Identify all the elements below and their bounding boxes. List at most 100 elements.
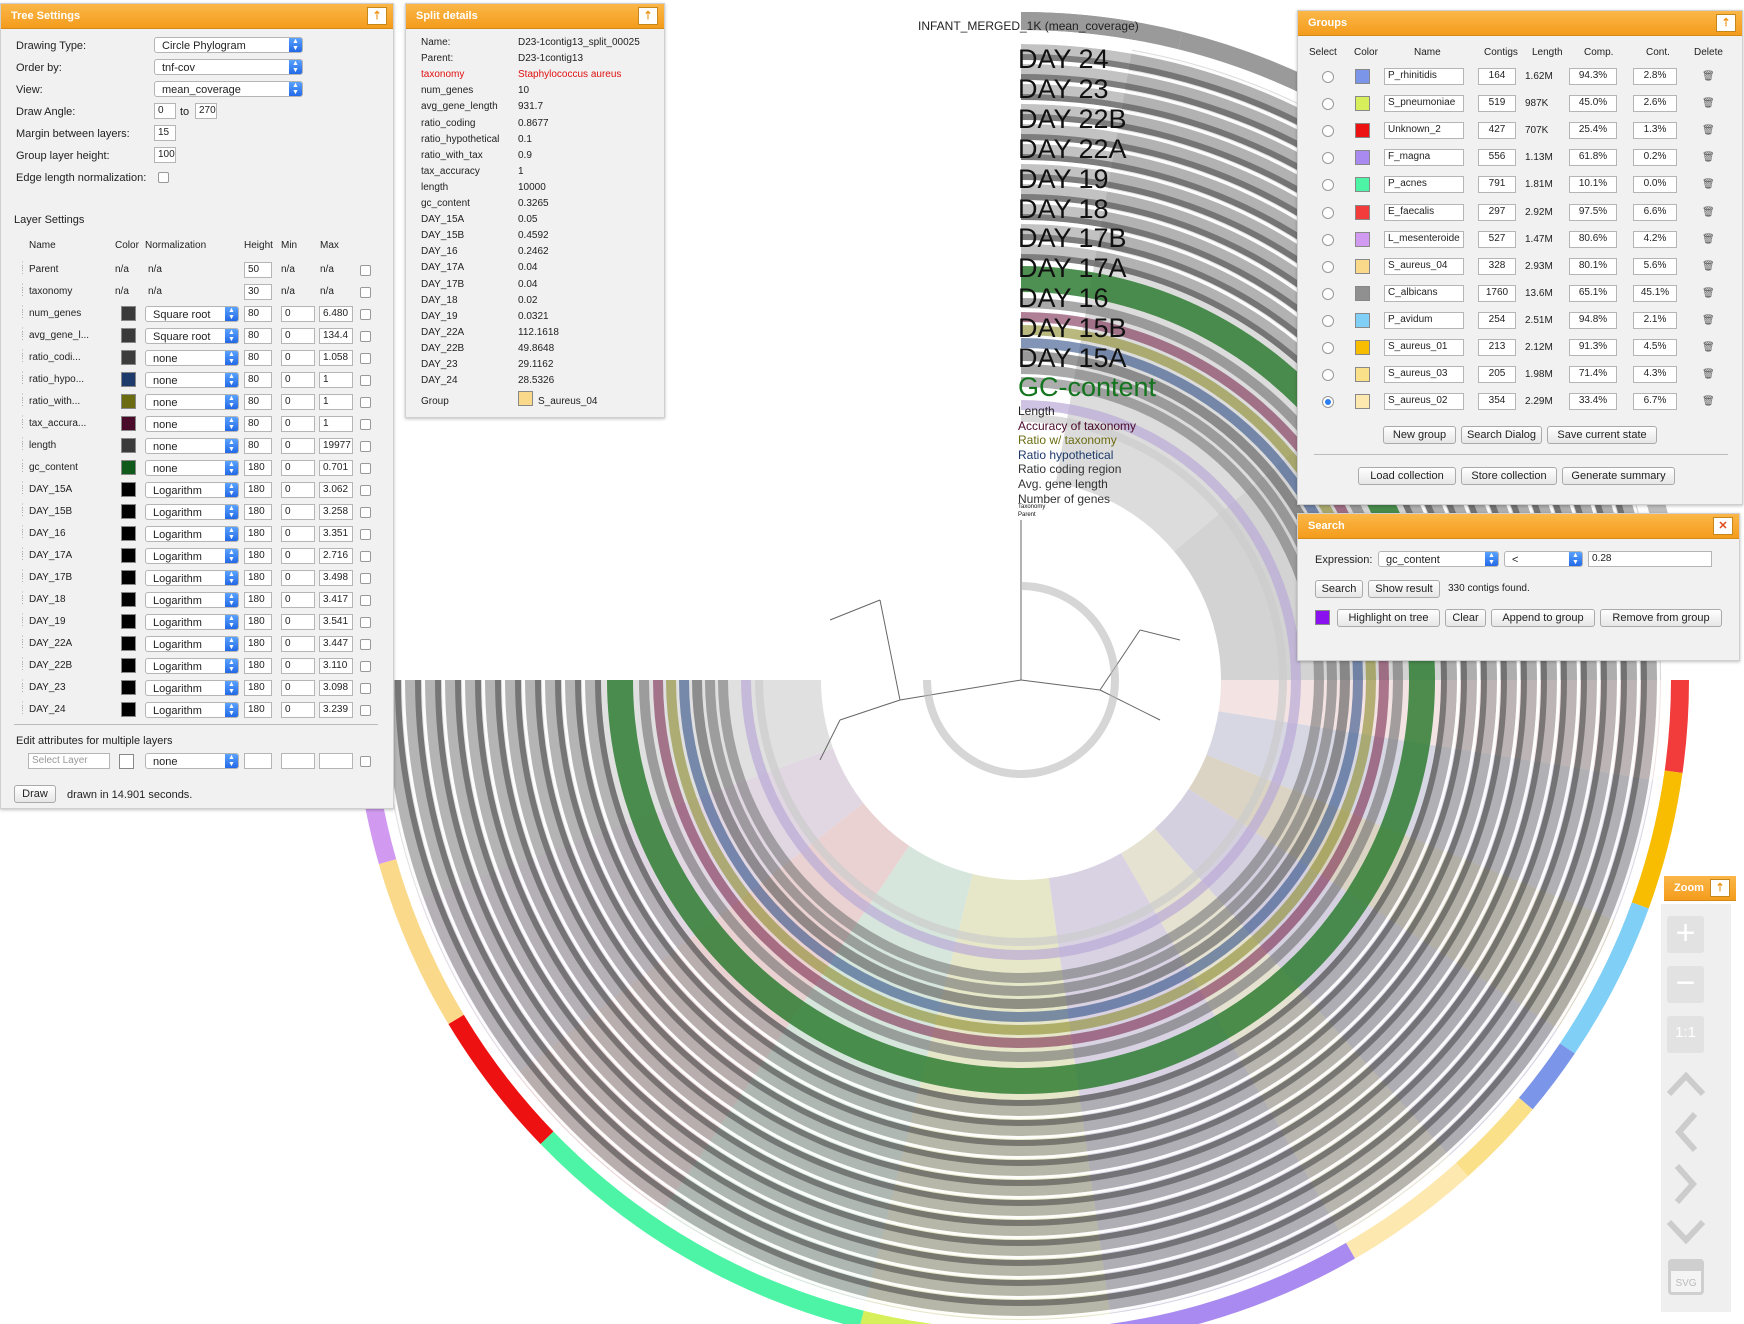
layer-norm-select[interactable]: Logarithm ▲ ▼ xyxy=(145,592,239,608)
layer-checkbox[interactable] xyxy=(360,683,371,694)
layer-checkbox[interactable] xyxy=(360,265,371,276)
trash-icon[interactable]: 🗑 xyxy=(1702,233,1715,245)
drag-handle-icon[interactable]: ⋮ ⋮ xyxy=(18,326,27,341)
split-details-header[interactable]: Split details ⇡ xyxy=(406,4,664,29)
store-collection-button[interactable]: Store collection xyxy=(1461,467,1557,485)
group-name-input[interactable]: P_avidum xyxy=(1384,311,1464,329)
layer-min-input[interactable]: 0 xyxy=(281,570,315,586)
tree-settings-header[interactable]: Tree Settings ⇡ xyxy=(1,4,393,29)
group-color-swatch[interactable] xyxy=(1355,177,1370,193)
layer-checkbox[interactable] xyxy=(360,353,371,364)
trash-icon[interactable]: 🗑 xyxy=(1702,98,1715,110)
collapse-icon[interactable]: ⇡ xyxy=(367,7,387,25)
layer-norm-select[interactable]: none ▲ ▼ xyxy=(145,372,239,388)
layer-max-input[interactable]: 3.447 xyxy=(319,636,353,652)
drag-handle-icon[interactable]: ⋮ ⋮ xyxy=(18,414,27,429)
group-height-input[interactable]: 100 xyxy=(154,147,176,163)
multi-min-input[interactable] xyxy=(281,753,315,769)
trash-icon[interactable]: 🗑 xyxy=(1702,179,1715,191)
layer-max-input[interactable]: 134.4 xyxy=(319,328,353,344)
group-select-radio[interactable] xyxy=(1322,396,1334,409)
layer-height-input[interactable]: 80 xyxy=(244,394,272,410)
zoom-in-icon[interactable]: + xyxy=(1667,916,1704,953)
layer-checkbox[interactable] xyxy=(360,661,371,672)
search-header[interactable]: Search ✕ xyxy=(1298,514,1739,539)
group-select-radio[interactable] xyxy=(1322,314,1334,327)
layer-color-swatch[interactable] xyxy=(121,350,136,365)
layer-checkbox[interactable] xyxy=(360,375,371,386)
group-select-radio[interactable] xyxy=(1322,287,1334,300)
layer-max-input[interactable]: 6.480 xyxy=(319,306,353,322)
margin-input[interactable]: 15 xyxy=(154,125,176,141)
layer-height-input[interactable]: 180 xyxy=(244,680,272,696)
layer-color-swatch[interactable] xyxy=(121,504,136,519)
layer-norm-select[interactable]: none ▲ ▼ xyxy=(145,438,239,454)
layer-min-input[interactable]: 0 xyxy=(281,416,315,432)
layer-min-input[interactable]: 0 xyxy=(281,328,315,344)
layer-height-input[interactable]: 180 xyxy=(244,702,272,718)
search-dialog-button[interactable]: Search Dialog xyxy=(1461,426,1542,444)
layer-norm-select[interactable]: Logarithm ▲ ▼ xyxy=(145,702,239,718)
trash-icon[interactable]: 🗑 xyxy=(1702,71,1715,82)
group-select-radio[interactable] xyxy=(1322,98,1334,111)
new-group-button[interactable]: New group xyxy=(1383,426,1456,444)
layer-norm-select[interactable]: Logarithm ▲ ▼ xyxy=(145,504,239,520)
layer-max-input[interactable]: 2.716 xyxy=(319,548,353,564)
layer-height-input[interactable]: 80 xyxy=(244,328,272,344)
save-state-button[interactable]: Save current state xyxy=(1547,426,1657,444)
group-name-input[interactable]: Unknown_2 xyxy=(1384,122,1464,140)
layer-checkbox[interactable] xyxy=(360,705,371,716)
layer-min-input[interactable]: 0 xyxy=(281,460,315,476)
group-name-input[interactable]: S_aureus_01 xyxy=(1384,339,1464,356)
layer-norm-select[interactable]: Logarithm ▲ ▼ xyxy=(145,680,239,696)
layer-min-input[interactable]: 0 xyxy=(281,636,315,652)
group-name-input[interactable]: S_aureus_02 xyxy=(1384,393,1464,411)
drag-handle-icon[interactable]: ⋮ ⋮ xyxy=(18,546,27,561)
layer-height-input[interactable]: 180 xyxy=(244,460,272,476)
draw-angle-to-input[interactable]: 270 xyxy=(195,103,217,119)
pan-up-icon[interactable] xyxy=(1666,1071,1706,1097)
layer-max-input[interactable]: 3.098 xyxy=(319,680,353,696)
layer-color-swatch[interactable] xyxy=(121,328,136,343)
group-select-radio[interactable] xyxy=(1322,233,1334,246)
layer-norm-select[interactable]: none ▲ ▼ xyxy=(145,416,239,432)
multi-color-swatch[interactable] xyxy=(119,754,134,769)
layer-max-input[interactable]: 3.541 xyxy=(319,614,353,630)
pan-right-icon[interactable] xyxy=(1674,1164,1698,1204)
layer-min-input[interactable]: 0 xyxy=(281,658,315,674)
layer-color-swatch[interactable] xyxy=(121,548,136,563)
show-result-button[interactable]: Show result xyxy=(1368,580,1440,598)
collapse-icon[interactable]: ⇡ xyxy=(1710,879,1730,897)
layer-height-input[interactable]: 50 xyxy=(244,262,272,278)
edge-norm-checkbox[interactable] xyxy=(158,172,169,183)
drag-handle-icon[interactable]: ⋮ ⋮ xyxy=(18,634,27,649)
layer-min-input[interactable]: 0 xyxy=(281,350,315,366)
layer-norm-select[interactable]: Logarithm ▲ ▼ xyxy=(145,658,239,674)
layer-min-input[interactable]: 0 xyxy=(281,680,315,696)
layer-norm-select[interactable]: Logarithm ▲ ▼ xyxy=(145,636,239,652)
search-button[interactable]: Search xyxy=(1315,580,1363,598)
layer-checkbox[interactable] xyxy=(360,507,371,518)
layer-color-swatch[interactable] xyxy=(121,636,136,651)
layer-height-input[interactable]: 80 xyxy=(244,350,272,366)
layer-height-input[interactable]: 180 xyxy=(244,482,272,498)
select-layer-input[interactable]: Select Layer xyxy=(28,753,110,769)
layer-checkbox[interactable] xyxy=(360,287,371,298)
close-icon[interactable]: ✕ xyxy=(1713,517,1733,535)
group-color-swatch[interactable] xyxy=(1355,150,1370,166)
layer-max-input[interactable]: 1 xyxy=(319,416,353,432)
search-field-select[interactable]: gc_content ▲ ▼ xyxy=(1378,551,1499,567)
layer-max-input[interactable]: 3.498 xyxy=(319,570,353,586)
group-select-radio[interactable] xyxy=(1322,206,1334,219)
layer-min-input[interactable]: 0 xyxy=(281,394,315,410)
layer-height-input[interactable]: 80 xyxy=(244,372,272,388)
trash-icon[interactable]: 🗑 xyxy=(1702,342,1715,353)
layer-min-input[interactable]: 0 xyxy=(281,548,315,564)
group-color-swatch[interactable] xyxy=(1355,96,1370,112)
view-select[interactable]: mean_coverage ▲ ▼ xyxy=(154,81,303,97)
highlight-color-swatch[interactable] xyxy=(1315,610,1330,625)
group-name-input[interactable]: P_acnes xyxy=(1384,176,1464,194)
layer-checkbox[interactable] xyxy=(360,595,371,606)
layer-height-input[interactable]: 80 xyxy=(244,306,272,322)
group-color-swatch[interactable] xyxy=(1355,258,1370,274)
